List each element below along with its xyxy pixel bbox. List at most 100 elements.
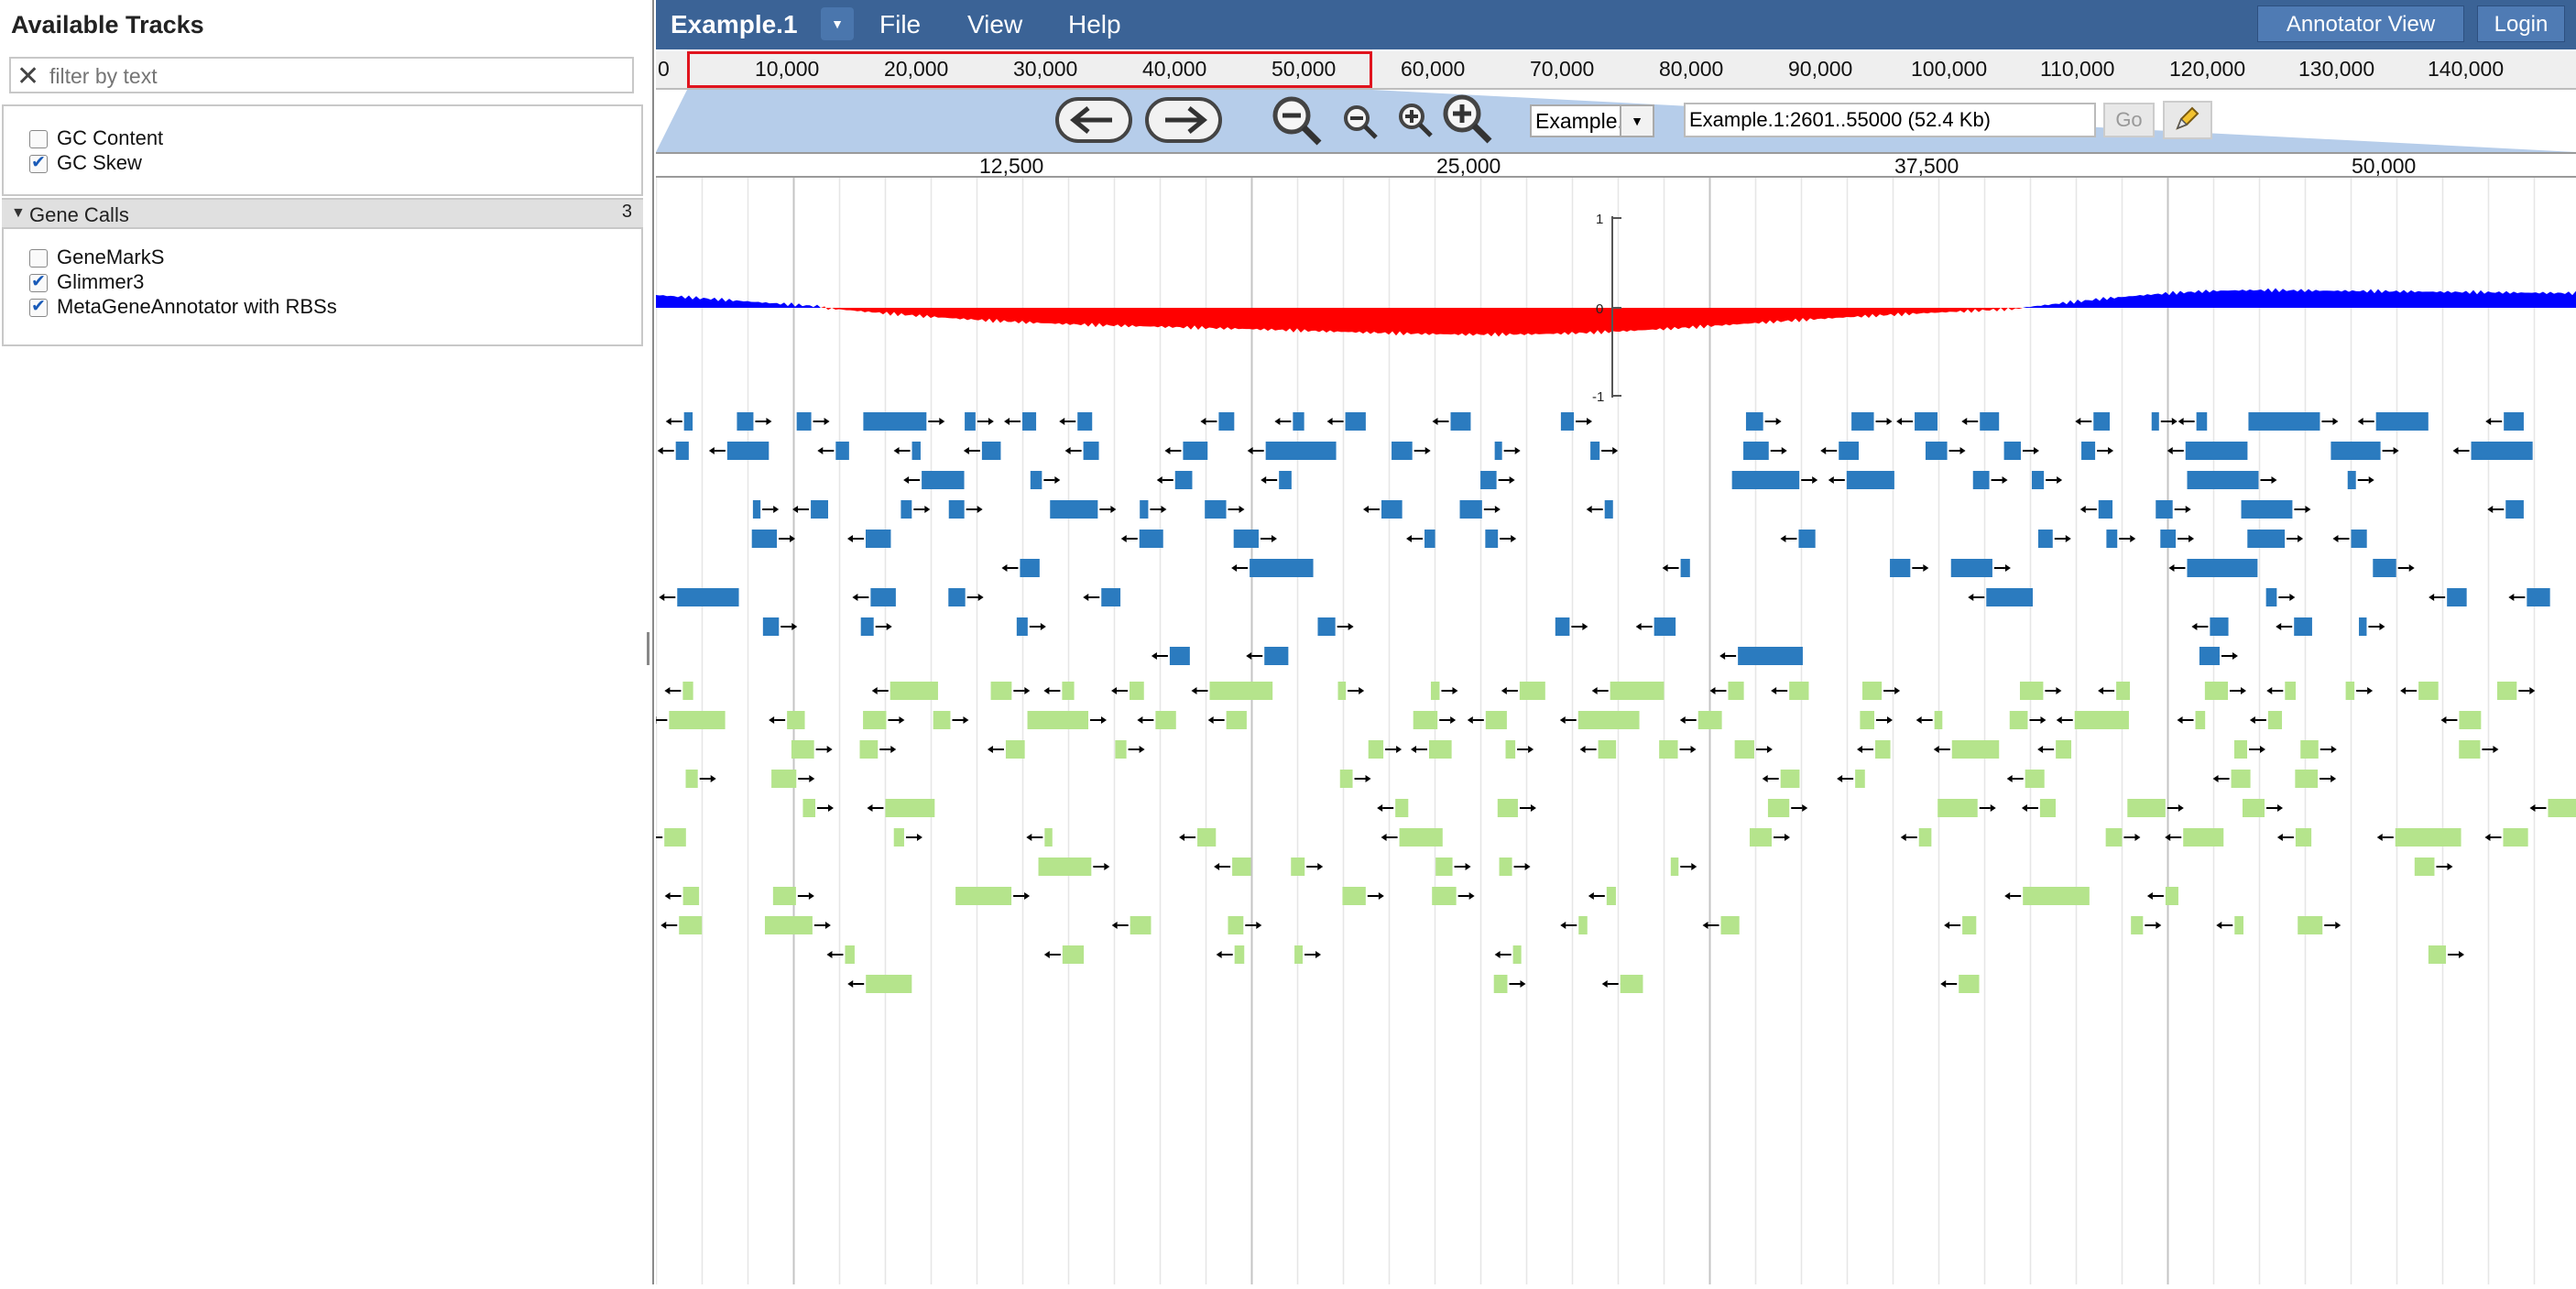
overview-location-highlight[interactable]	[687, 51, 1372, 88]
gene-feature	[2080, 500, 2112, 519]
highlight-marker-icon[interactable]	[2163, 101, 2212, 139]
feature-box	[2248, 412, 2319, 431]
strand-arrow-icon	[1592, 687, 1598, 694]
strand-arrow-icon	[1054, 476, 1060, 484]
gene-feature	[1602, 975, 1643, 993]
feature-box	[933, 711, 951, 729]
zoom-out-large-icon[interactable]	[1270, 93, 1325, 148]
strand-arrow-icon	[1466, 863, 1471, 870]
gene-feature	[665, 887, 700, 905]
track-area[interactable]: 1 0 -1	[656, 178, 2576, 1284]
dataset-dropdown-button[interactable]: ▼	[821, 7, 854, 40]
strand-arrow-icon	[1425, 447, 1431, 454]
strand-arrow-icon	[1065, 447, 1071, 454]
strand-arrow-icon	[939, 418, 944, 425]
strand-arrow-icon	[2332, 418, 2338, 425]
strand-arrow-icon	[1495, 951, 1501, 958]
gene-feature	[2160, 530, 2194, 548]
clear-filter-icon[interactable]: ✕	[16, 60, 39, 93]
scale-tick: 25,000	[1436, 154, 1501, 179]
zoom-in-large-icon[interactable]	[1440, 92, 1497, 148]
strand-arrow-icon	[1327, 418, 1333, 425]
scale-tick: 12,500	[979, 154, 1043, 179]
feature-box	[991, 682, 1012, 700]
feature-box	[1294, 945, 1303, 964]
genemarks-checkbox[interactable]	[29, 249, 48, 268]
overview-tick: 90,000	[1788, 57, 1852, 82]
gene-feature	[2459, 740, 2498, 759]
gene-feature	[1763, 770, 1800, 788]
strand-arrow-icon	[1043, 687, 1049, 694]
gc-content-checkbox[interactable]	[29, 130, 48, 148]
gene-feature	[1137, 711, 1175, 729]
feature-box	[1435, 858, 1452, 876]
sequence-select[interactable]: Example.1 ▼	[1530, 104, 1654, 137]
strand-arrow-icon	[1315, 951, 1321, 958]
gene-feature	[1896, 412, 1937, 431]
gene-feature	[1217, 945, 1245, 964]
feature-box	[752, 530, 777, 548]
gene-feature	[664, 682, 693, 700]
gene-feature	[1746, 412, 1782, 431]
gene-feature	[1771, 682, 1808, 700]
annotator-view-button[interactable]: Annotator View	[2257, 5, 2464, 42]
gene-feature	[1231, 559, 1313, 577]
tracks-canvas[interactable]: 1 0 -1	[656, 178, 2576, 1284]
strand-arrow-icon	[1348, 623, 1354, 630]
zoom-out-small-icon[interactable]	[1341, 103, 1381, 143]
collapse-triangle-icon[interactable]: ▼	[11, 205, 26, 222]
pan-left-arrow-icon[interactable]	[1055, 97, 1132, 143]
gene-feature	[2022, 799, 2056, 817]
track-filter[interactable]: ✕	[9, 57, 634, 93]
zoom-in-small-icon[interactable]	[1396, 101, 1436, 141]
gene-feature	[1340, 770, 1371, 788]
strand-arrow-icon	[2277, 804, 2283, 812]
location-input[interactable]	[1684, 103, 2096, 137]
gene-feature	[2057, 711, 2129, 729]
gene-feature	[1050, 500, 1116, 519]
filter-input[interactable]	[48, 62, 619, 90]
strand-arrow-icon	[887, 623, 892, 630]
feature-box	[1486, 711, 1507, 729]
feature-box	[1381, 500, 1403, 519]
gene-feature	[658, 442, 689, 460]
feature-box	[1698, 711, 1722, 729]
gene-feature	[1381, 828, 1443, 847]
feature-box	[1140, 500, 1148, 519]
glimmer3-checkbox[interactable]	[29, 274, 48, 292]
feature-box	[1044, 828, 1052, 847]
strand-arrow-icon	[1406, 535, 1412, 542]
feature-box	[1431, 682, 1440, 700]
gene-feature	[2106, 530, 2135, 548]
gene-feature	[1485, 530, 1516, 548]
gene-feature	[901, 500, 930, 519]
menu-view[interactable]: View	[967, 0, 1022, 49]
overview-ruler[interactable]: 0 10,000 20,000 30,000 40,000 50,000 60,…	[656, 51, 2576, 90]
feature-box	[870, 588, 895, 606]
feature-box	[811, 500, 828, 519]
chevron-down-icon[interactable]: ▼	[1620, 106, 1653, 136]
gc-skew-checkbox[interactable]	[29, 155, 48, 173]
feature-box	[1781, 770, 1800, 788]
menu-file[interactable]: File	[879, 0, 921, 49]
strand-arrow-icon	[2379, 623, 2385, 630]
gene-feature	[1590, 442, 1618, 460]
gene-feature	[2429, 588, 2467, 606]
feature-box	[2396, 828, 2461, 847]
strand-arrow-icon	[1767, 746, 1773, 753]
scale-ruler[interactable]: 12,500 25,000 37,500 50,000	[656, 152, 2576, 178]
feature-box	[2032, 471, 2044, 489]
feature-box	[2294, 617, 2312, 636]
feature-box	[1429, 740, 1452, 759]
menu-help[interactable]: Help	[1068, 0, 1121, 49]
pan-right-arrow-icon[interactable]	[1145, 97, 1222, 143]
metagene-checkbox[interactable]	[29, 299, 48, 317]
feature-box	[2373, 559, 2396, 577]
go-button[interactable]: Go	[2103, 103, 2155, 137]
pane-splitter[interactable]	[647, 632, 649, 665]
feature-box	[1140, 530, 1163, 548]
feature-box	[1721, 916, 1740, 934]
feature-box	[1890, 559, 1910, 577]
login-button[interactable]: Login	[2477, 5, 2565, 42]
gene-calls-category[interactable]: ▼ Gene Calls 3	[2, 198, 643, 229]
